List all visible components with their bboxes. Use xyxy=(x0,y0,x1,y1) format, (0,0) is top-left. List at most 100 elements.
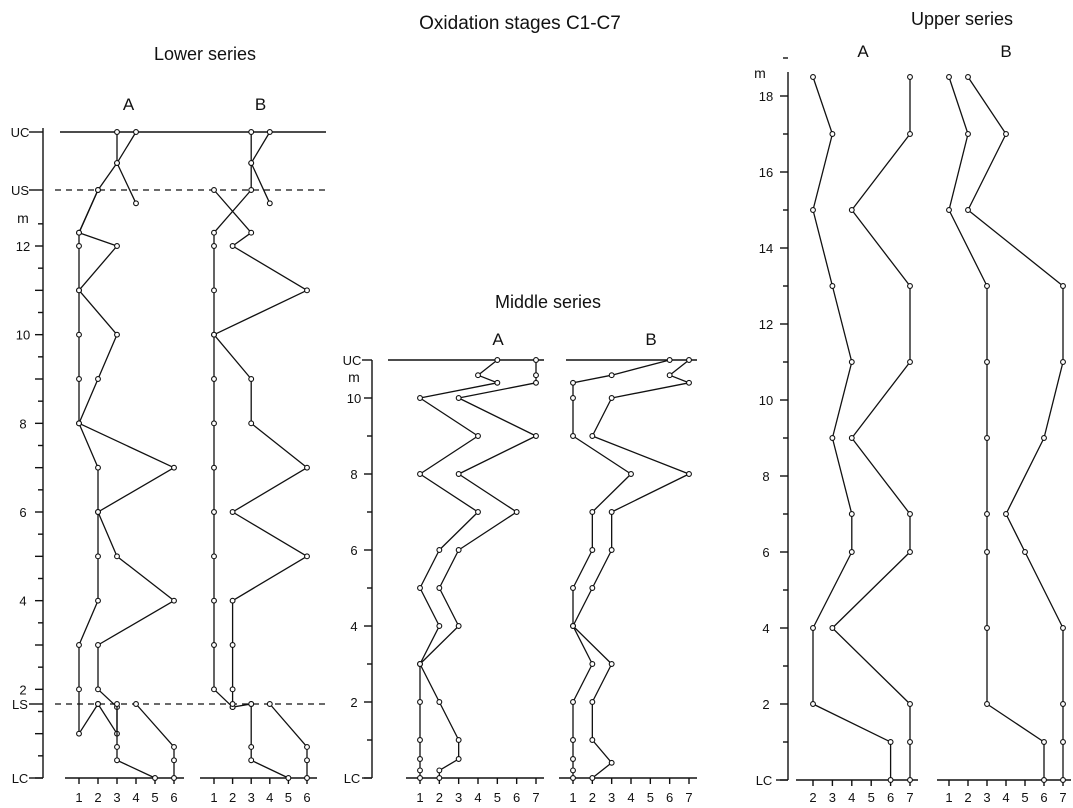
data-point xyxy=(608,395,615,401)
data-point xyxy=(984,359,990,365)
data-point xyxy=(76,376,82,382)
data-point xyxy=(304,757,310,764)
data-point xyxy=(455,623,462,629)
data-point xyxy=(76,686,82,693)
data-point xyxy=(570,585,576,591)
panel-title: Middle series xyxy=(495,292,601,312)
data-point xyxy=(848,359,855,365)
depth-tick-label: 8 xyxy=(762,469,769,484)
data-point xyxy=(114,160,120,166)
depth-tick-label: 10 xyxy=(759,393,773,408)
data-point xyxy=(229,686,236,693)
data-point xyxy=(211,597,217,604)
data-point xyxy=(907,701,913,707)
data-point xyxy=(248,229,255,236)
data-point xyxy=(589,547,596,553)
data-point xyxy=(984,283,990,289)
stage-tick-label: 4 xyxy=(627,790,634,805)
panel-title: Lower series xyxy=(154,44,256,64)
stage-tick-label: 6 xyxy=(1040,790,1047,805)
stage-tick-label: 5 xyxy=(868,790,875,805)
depth-tick-label: 6 xyxy=(762,545,769,560)
series-line xyxy=(419,360,537,778)
marker-label-us: US xyxy=(11,183,29,198)
data-point xyxy=(248,757,255,764)
data-point xyxy=(455,471,462,477)
data-point xyxy=(95,701,101,707)
data-point xyxy=(965,131,971,137)
data-point xyxy=(570,395,576,401)
series-line xyxy=(78,189,175,735)
data-point xyxy=(984,511,990,517)
series-line xyxy=(572,359,670,778)
depth-tick-label: 6 xyxy=(350,543,357,558)
data-point xyxy=(810,74,816,80)
marker-label-ls: LS xyxy=(12,697,28,712)
marker-label-uc: UC xyxy=(343,353,362,368)
data-point xyxy=(829,131,836,137)
data-point xyxy=(1060,625,1066,631)
series-line xyxy=(135,703,175,778)
data-point xyxy=(946,74,952,80)
data-point xyxy=(95,642,101,648)
column-label-b: B xyxy=(645,330,656,349)
data-point xyxy=(907,283,913,289)
data-point xyxy=(570,756,576,762)
data-point xyxy=(76,331,82,338)
data-point xyxy=(285,775,292,781)
data-point xyxy=(494,357,501,363)
data-point xyxy=(570,623,576,629)
data-point xyxy=(1060,739,1066,745)
data-point xyxy=(417,585,423,591)
depth-tick-label: 2 xyxy=(762,697,769,712)
data-point xyxy=(114,757,120,764)
data-point xyxy=(810,207,816,213)
data-point xyxy=(114,553,120,560)
data-point xyxy=(114,331,120,338)
data-point xyxy=(76,287,82,294)
data-point xyxy=(417,737,423,743)
series-line xyxy=(250,704,289,779)
stage-tick-label: 4 xyxy=(132,790,139,805)
data-point xyxy=(570,737,576,743)
data-point xyxy=(810,701,816,707)
stage-tick-label: 3 xyxy=(113,790,120,805)
data-point xyxy=(686,471,692,477)
stage-tick-label: 5 xyxy=(285,790,292,805)
data-point xyxy=(984,549,990,555)
depth-tick-label: 10 xyxy=(16,328,30,343)
data-point xyxy=(171,597,177,604)
data-point xyxy=(965,207,971,213)
stage-tick-label: 1 xyxy=(569,790,576,805)
data-point xyxy=(211,187,217,193)
data-point xyxy=(133,129,139,135)
data-point xyxy=(887,777,894,783)
stage-tick-label: 3 xyxy=(608,790,615,805)
data-point xyxy=(211,420,217,427)
data-point xyxy=(211,287,217,294)
series-line xyxy=(831,77,911,780)
series-line xyxy=(116,704,156,779)
data-point xyxy=(1041,739,1047,745)
data-point xyxy=(533,372,539,379)
data-point xyxy=(810,625,816,631)
stage-tick-label: 6 xyxy=(887,790,894,805)
data-point xyxy=(907,777,913,783)
data-point xyxy=(608,547,615,553)
data-point xyxy=(608,759,615,766)
data-point xyxy=(848,435,855,441)
column-label-a: A xyxy=(123,95,135,114)
data-point xyxy=(248,701,255,707)
data-point xyxy=(417,767,423,774)
data-point xyxy=(608,372,615,379)
data-point xyxy=(304,553,310,560)
column-label-a: A xyxy=(857,42,869,61)
data-point xyxy=(666,357,673,363)
data-point xyxy=(248,420,255,427)
column-label-b: B xyxy=(1000,42,1011,61)
data-point xyxy=(589,699,596,705)
series-line xyxy=(967,76,1064,780)
data-point xyxy=(171,744,177,750)
stage-tick-label: 1 xyxy=(75,790,82,805)
